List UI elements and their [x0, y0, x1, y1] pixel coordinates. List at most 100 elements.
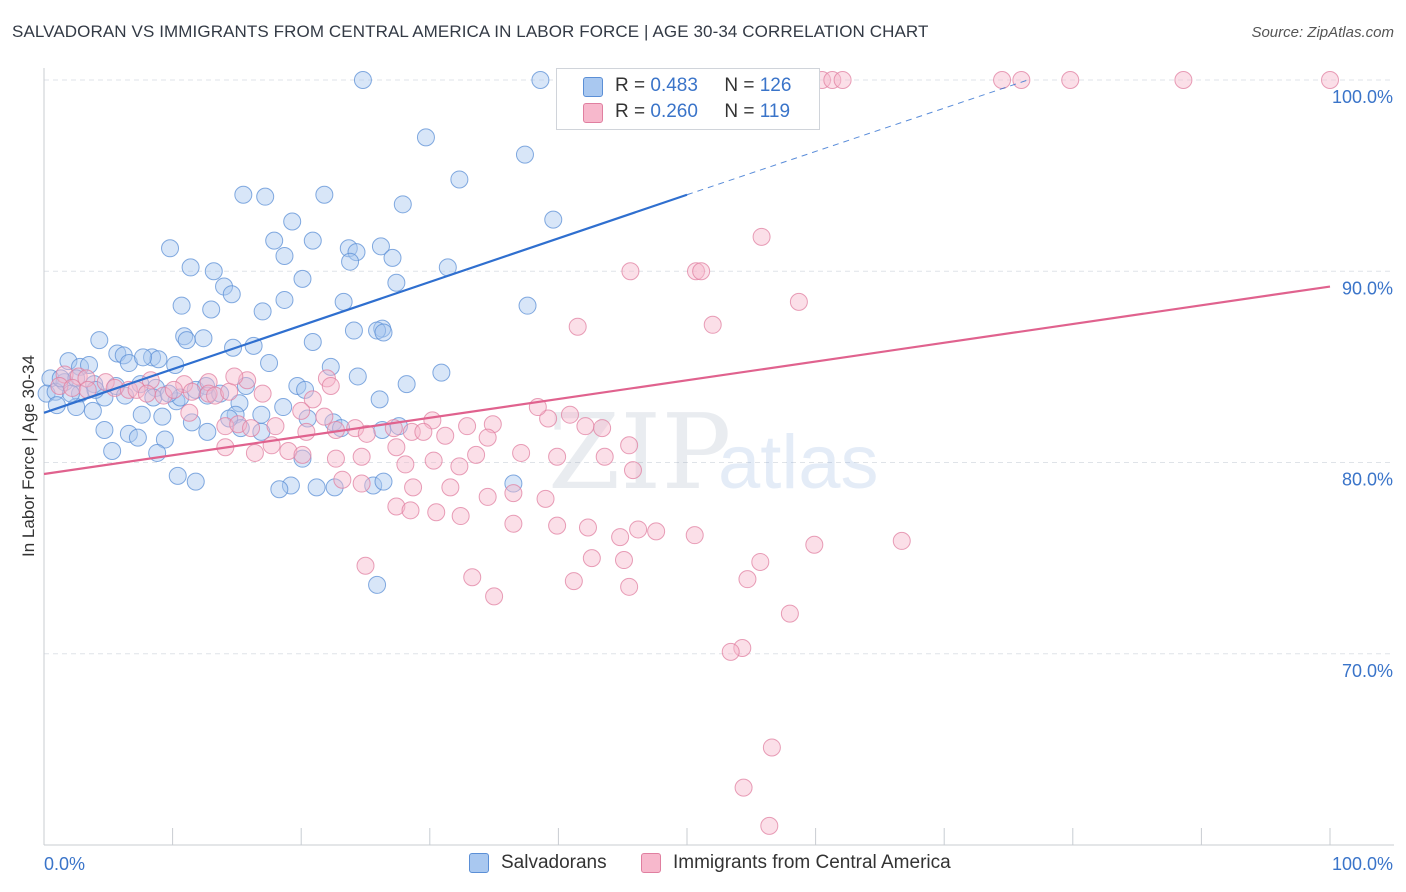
watermark: ZIP atlas: [548, 391, 879, 513]
point-central-america: [692, 262, 711, 281]
y-tick-label: 100.0%: [1332, 87, 1393, 107]
point-central-america: [436, 426, 455, 445]
legend-n-label: N =: [724, 75, 755, 96]
point-salvadorans: [202, 300, 221, 319]
bottom-legend-swatch-salvadorans: [469, 853, 489, 873]
point-salvadorans: [387, 273, 406, 292]
point-central-america: [892, 531, 911, 550]
point-central-america: [483, 415, 502, 434]
point-central-america: [687, 262, 706, 281]
point-central-america: [582, 549, 601, 568]
point-central-america: [593, 419, 612, 438]
point-central-america: [253, 384, 272, 403]
point-central-america: [154, 386, 173, 405]
point-central-america: [414, 422, 433, 441]
point-central-america: [629, 520, 648, 539]
point-central-america: [467, 445, 486, 464]
point-central-america: [458, 417, 477, 436]
point-central-america: [182, 382, 201, 401]
point-salvadorans: [504, 474, 523, 493]
point-salvadorans: [368, 575, 387, 594]
point-central-america: [303, 390, 322, 409]
point-central-america: [560, 405, 579, 424]
point-central-america: [199, 384, 218, 403]
point-central-america: [623, 461, 642, 480]
point-salvadorans: [59, 352, 78, 371]
stats-legend: R = 0.483 N = 126 R = 0.260 N = 119: [556, 68, 820, 130]
point-salvadorans: [347, 243, 366, 262]
point-salvadorans: [275, 290, 294, 309]
point-salvadorans: [83, 401, 102, 420]
y-tick-label: 90.0%: [1342, 278, 1393, 298]
legend-swatch-salvadorans: [583, 77, 603, 97]
point-salvadorans: [256, 187, 275, 206]
point-salvadorans: [132, 405, 151, 424]
point-central-america: [401, 501, 420, 520]
legend-swatch-central-america: [583, 103, 603, 123]
legend-r-value-salvadorans: 0.483: [650, 75, 698, 96]
point-central-america: [326, 449, 345, 468]
point-central-america: [738, 570, 757, 589]
grid-lines: [44, 79, 1394, 655]
point-central-america: [206, 386, 225, 405]
point-central-america: [564, 572, 583, 591]
trend-line-central-america: [43, 285, 1331, 476]
point-salvadorans: [41, 369, 60, 388]
trend-lines: [43, 79, 1331, 476]
point-central-america: [504, 514, 523, 533]
point-salvadorans: [518, 296, 537, 315]
point-salvadorans: [281, 476, 300, 495]
point-central-america: [396, 455, 415, 474]
point-central-america: [137, 384, 156, 403]
point-salvadorans: [348, 367, 367, 386]
point-central-america: [450, 457, 469, 476]
watermark-atlas: atlas: [718, 420, 879, 505]
point-salvadorans: [103, 442, 122, 461]
point-salvadorans: [194, 329, 213, 348]
data-points: [37, 71, 1339, 835]
point-central-america: [685, 526, 704, 545]
point-salvadorans: [334, 292, 353, 311]
point-salvadorans: [253, 302, 272, 321]
point-central-america: [292, 401, 311, 420]
point-central-america: [451, 507, 470, 526]
point-salvadorans: [303, 231, 322, 250]
point-central-america: [512, 443, 531, 462]
point-central-america: [333, 470, 352, 489]
point-salvadorans: [71, 357, 90, 376]
point-central-america: [780, 604, 799, 623]
point-salvadorans: [143, 348, 162, 367]
point-salvadorans: [134, 348, 153, 367]
point-salvadorans: [222, 285, 241, 304]
point-salvadorans: [432, 363, 451, 382]
point-central-america: [175, 375, 194, 394]
bottom-legend-label-salvadorans: Salvadorans: [501, 852, 607, 873]
point-central-america: [352, 447, 371, 466]
legend-n-value-salvadorans: 126: [759, 75, 792, 96]
point-salvadorans: [90, 331, 109, 350]
point-central-america: [620, 436, 639, 455]
point-salvadorans: [370, 390, 389, 409]
point-central-america: [595, 447, 614, 466]
point-central-america: [833, 71, 852, 89]
point-salvadorans: [416, 128, 435, 147]
point-salvadorans: [293, 449, 312, 468]
point-central-america: [621, 262, 640, 281]
point-salvadorans: [161, 239, 180, 258]
point-central-america: [1174, 71, 1193, 89]
point-salvadorans: [149, 350, 168, 369]
legend-r-label: R =: [615, 75, 646, 96]
point-central-america: [1061, 71, 1080, 89]
axes: [43, 68, 1394, 846]
legend-n-label: N =: [724, 101, 755, 122]
point-salvadorans: [344, 321, 363, 340]
point-central-america: [96, 373, 115, 392]
point-central-america: [352, 474, 371, 493]
point-central-america: [1012, 71, 1031, 89]
point-central-america: [733, 639, 752, 658]
point-salvadorans: [260, 354, 279, 373]
point-central-america: [245, 443, 264, 462]
point-salvadorans: [374, 323, 393, 342]
point-central-america: [647, 522, 666, 541]
